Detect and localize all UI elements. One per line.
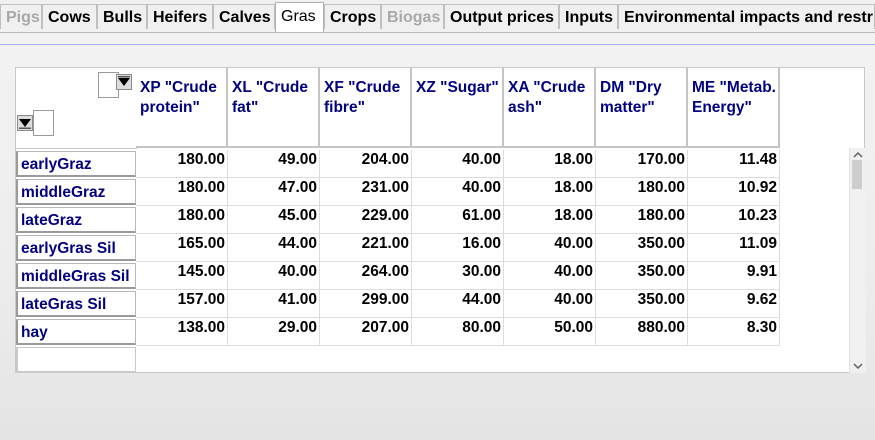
- table-cell[interactable]: 264.00: [320, 262, 412, 290]
- table-cell[interactable]: 170.00: [596, 150, 688, 178]
- tab-bar: Pigs Cows Bulls Heifers Calves Gras Crops Bioga…: [0, 0, 875, 33]
- table-cell[interactable]: 880.00: [596, 318, 688, 346]
- row-filter-icon[interactable]: [17, 115, 33, 131]
- table-cell[interactable]: 47.00: [228, 178, 320, 206]
- tab-crops[interactable]: Crops: [324, 4, 381, 29]
- column-header[interactable]: DM "Dry matter": [596, 68, 688, 148]
- table-cell[interactable]: 231.00: [320, 178, 412, 206]
- data-grid: XP "Crude protein" XL "Crude fat" XF "Crud…: [15, 67, 865, 373]
- scrollbar-thumb[interactable]: [852, 160, 862, 189]
- table-cell[interactable]: 180.00: [596, 206, 688, 234]
- table-cell[interactable]: 145.00: [136, 262, 228, 290]
- column-header[interactable]: XA "Crude ash": [504, 68, 596, 148]
- table-cell[interactable]: 11.09: [688, 234, 780, 262]
- table-cell[interactable]: 45.00: [228, 206, 320, 234]
- grid-corner: [16, 68, 137, 149]
- table-cell[interactable]: 18.00: [504, 150, 596, 178]
- table-cell[interactable]: 138.00: [136, 318, 228, 346]
- separator-line: [0, 44, 875, 45]
- table-cell[interactable]: 18.00: [504, 206, 596, 234]
- table-cell[interactable]: 180.00: [136, 150, 228, 178]
- row-filter-box[interactable]: [33, 110, 54, 136]
- tab-output-prices[interactable]: Output prices: [444, 4, 559, 29]
- table-cell[interactable]: 40.00: [412, 178, 504, 206]
- table-cell[interactable]: 299.00: [320, 290, 412, 318]
- table-cell[interactable]: 207.00: [320, 318, 412, 346]
- tab-heifers[interactable]: Heifers: [147, 4, 213, 29]
- column-header[interactable]: XZ "Sugar": [412, 68, 504, 148]
- table-cell[interactable]: 10.92: [688, 178, 780, 206]
- tab-bulls[interactable]: Bulls: [97, 4, 147, 29]
- row-header[interactable]: middleGras Sil: [16, 263, 136, 289]
- table-cell[interactable]: 180.00: [596, 178, 688, 206]
- table-cell[interactable]: 180.00: [136, 206, 228, 234]
- vertical-scrollbar[interactable]: [849, 148, 866, 373]
- table-cell[interactable]: 229.00: [320, 206, 412, 234]
- table-cell[interactable]: 11.48: [688, 150, 780, 178]
- tab-cows[interactable]: Cows: [42, 4, 97, 29]
- chevron-down-icon[interactable]: [850, 359, 866, 373]
- table-cell[interactable]: 350.00: [596, 234, 688, 262]
- table-cell[interactable]: 10.23: [688, 206, 780, 234]
- chevron-up-icon[interactable]: [850, 148, 866, 162]
- table-cell[interactable]: 49.00: [228, 150, 320, 178]
- row-header[interactable]: lateGraz: [16, 207, 136, 233]
- table-cell[interactable]: 50.00: [504, 318, 596, 346]
- table-cell[interactable]: 41.00: [228, 290, 320, 318]
- row-header[interactable]: earlyGraz: [16, 151, 136, 177]
- row-header[interactable]: earlyGras Sil: [16, 235, 136, 261]
- table-cell[interactable]: 40.00: [504, 262, 596, 290]
- tab-environmental-impacts-and-restri[interactable]: Environmental impacts and restri: [618, 4, 875, 29]
- column-header[interactable]: ME "Metab. Energy": [688, 68, 780, 148]
- tab-biogas[interactable]: Biogas: [381, 4, 444, 29]
- table-cell[interactable]: 165.00: [136, 234, 228, 262]
- column-header[interactable]: XP "Crude protein": [136, 68, 228, 148]
- table-cell[interactable]: 8.30: [688, 318, 780, 346]
- tab-gras[interactable]: Gras: [275, 2, 324, 32]
- table-cell[interactable]: 61.00: [412, 206, 504, 234]
- row-header[interactable]: middleGraz: [16, 179, 136, 205]
- table-cell[interactable]: 44.00: [412, 290, 504, 318]
- table-cell[interactable]: 204.00: [320, 150, 412, 178]
- row-header[interactable]: hay: [16, 319, 136, 345]
- table-cell[interactable]: 29.00: [228, 318, 320, 346]
- column-header[interactable]: XF "Crude fibre": [320, 68, 412, 148]
- table-cell[interactable]: 9.62: [688, 290, 780, 318]
- table-cell[interactable]: 80.00: [412, 318, 504, 346]
- column-header[interactable]: XL "Crude fat": [228, 68, 320, 148]
- table-cell[interactable]: 40.00: [228, 262, 320, 290]
- table-cell[interactable]: 40.00: [412, 150, 504, 178]
- table-cell[interactable]: 9.91: [688, 262, 780, 290]
- table-cell[interactable]: 16.00: [412, 234, 504, 262]
- table-cell[interactable]: 350.00: [596, 290, 688, 318]
- tab-calves[interactable]: Calves: [213, 4, 275, 29]
- new-row-header[interactable]: [16, 347, 136, 372]
- table-cell[interactable]: 157.00: [136, 290, 228, 318]
- table-cell[interactable]: 30.00: [412, 262, 504, 290]
- table-cell[interactable]: 221.00: [320, 234, 412, 262]
- table-cell[interactable]: 18.00: [504, 178, 596, 206]
- table-cell[interactable]: 350.00: [596, 262, 688, 290]
- table-cell[interactable]: 44.00: [228, 234, 320, 262]
- row-header[interactable]: lateGras Sil: [16, 291, 136, 317]
- table-cell[interactable]: 40.00: [504, 290, 596, 318]
- tab-pigs[interactable]: Pigs: [0, 4, 42, 29]
- column-filter-icon[interactable]: [116, 74, 132, 90]
- table-cell[interactable]: 180.00: [136, 178, 228, 206]
- table-cell[interactable]: 40.00: [504, 234, 596, 262]
- tab-inputs[interactable]: Inputs: [559, 4, 618, 29]
